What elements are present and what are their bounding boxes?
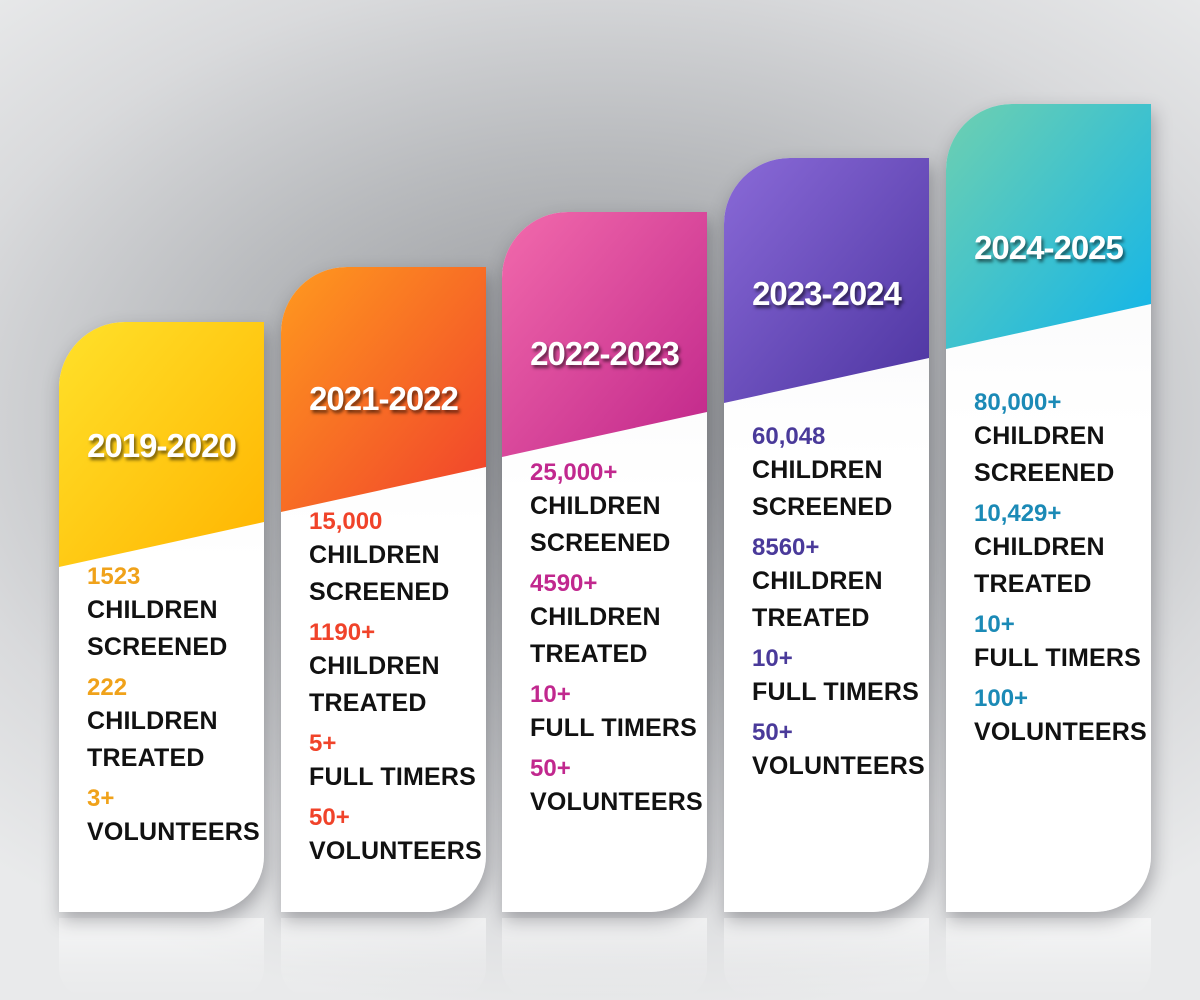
stat-value: 100+ <box>974 685 1029 712</box>
stat-item: 4590+ CHILDREN TREATED <box>530 569 701 673</box>
stat-value: 50+ <box>752 719 793 746</box>
stat-item: 80,000+ CHILDREN SCREENED <box>974 388 1145 492</box>
stat-value: 80,000+ <box>974 389 1062 416</box>
stat-item: 222 CHILDREN TREATED <box>87 673 258 777</box>
stat-item: 25,000+ CHILDREN SCREENED <box>530 458 701 562</box>
year-header-fill <box>946 104 1151 349</box>
stat-value: 25,000+ <box>530 459 618 486</box>
year-header-fill <box>281 267 486 512</box>
card-reflection <box>281 918 486 998</box>
year-header-fill <box>724 158 929 403</box>
stat-value: 60,048 <box>752 423 826 450</box>
stat-item: 3+ VOLUNTEERS <box>87 784 260 851</box>
stat-item: 5+ FULL TIMERS <box>309 729 480 796</box>
stat-value: 3+ <box>87 785 115 812</box>
stat-item: 10+ FULL TIMERS <box>752 644 923 711</box>
year-label: 2021-2022 <box>309 380 459 417</box>
year-label: 2024-2025 <box>974 229 1124 266</box>
card-reflection <box>946 918 1151 998</box>
stat-label: VOLUNTEERS <box>752 752 925 780</box>
stat-label: FULL TIMERS <box>974 644 1142 672</box>
stat-label: VOLUNTEERS <box>87 818 260 846</box>
stat-value: 222 <box>87 674 128 701</box>
year-label: 2019-2020 <box>87 427 237 464</box>
stat-value: 50+ <box>309 804 350 831</box>
year-header-fill <box>502 212 707 457</box>
stat-label: FULL TIMERS <box>309 763 477 791</box>
stats-list: 60,048 CHILDREN SCREENED 8560+ CHILDREN TRE… <box>752 422 925 792</box>
stat-label: CHILDREN TREATED <box>752 567 883 632</box>
stat-item: 60,048 CHILDREN SCREENED <box>752 422 923 526</box>
stat-label: CHILDREN TREATED <box>87 707 218 772</box>
card-reflection <box>59 918 264 998</box>
stat-value: 10,429+ <box>974 500 1062 527</box>
stat-label: CHILDREN TREATED <box>309 652 440 717</box>
stat-label: VOLUNTEERS <box>530 788 703 816</box>
year-card-2019-2020: 2019-2020 1523 CHILDREN SCREENED 222 CHILDRE… <box>59 322 264 912</box>
stat-value: 10+ <box>530 681 571 708</box>
stat-item: 8560+ CHILDREN TREATED <box>752 533 923 637</box>
stat-label: CHILDREN SCREENED <box>87 596 228 661</box>
stat-item: 10+ FULL TIMERS <box>974 610 1145 677</box>
year-label: 2023-2024 <box>752 275 902 312</box>
stats-list: 1523 CHILDREN SCREENED 222 CHILDREN TREATED… <box>87 562 260 858</box>
stat-value: 8560+ <box>752 534 820 561</box>
year-header-band <box>724 158 929 403</box>
stat-label: CHILDREN TREATED <box>530 603 661 668</box>
stat-value: 5+ <box>309 730 337 757</box>
stat-value: 1190+ <box>309 619 376 646</box>
stat-item: 100+ VOLUNTEERS <box>974 684 1147 751</box>
stat-label: CHILDREN SCREENED <box>530 492 671 557</box>
stat-value: 4590+ <box>530 570 598 597</box>
year-header-band <box>281 267 486 512</box>
stat-label: VOLUNTEERS <box>974 718 1147 746</box>
stat-item: 50+ VOLUNTEERS <box>752 718 925 785</box>
card-reflection <box>724 918 929 998</box>
year-card-2022-2023: 2022-2023 25,000+ CHILDREN SCREENED 4590+ CH… <box>502 212 707 912</box>
stat-label: CHILDREN SCREENED <box>752 456 893 521</box>
stat-label: CHILDREN TREATED <box>974 533 1105 598</box>
stat-value: 50+ <box>530 755 571 782</box>
stat-item: 10,429+ CHILDREN TREATED <box>974 499 1145 603</box>
year-card-2021-2022: 2021-2022 15,000 CHILDREN SCREENED 1190+ CHI… <box>281 267 486 912</box>
year-header-band <box>59 322 264 567</box>
stat-item: 50+ VOLUNTEERS <box>309 803 482 870</box>
stat-value: 15,000 <box>309 508 383 535</box>
year-header-fill <box>59 322 264 567</box>
stat-label: CHILDREN SCREENED <box>309 541 450 606</box>
stat-item: 1190+ CHILDREN TREATED <box>309 618 480 722</box>
stat-item: 10+ FULL TIMERS <box>530 680 701 747</box>
year-label: 2022-2023 <box>530 335 680 372</box>
stat-label: FULL TIMERS <box>752 678 920 706</box>
stat-value: 10+ <box>974 611 1015 638</box>
stat-label: VOLUNTEERS <box>309 837 482 865</box>
year-header-band <box>946 104 1151 349</box>
card-reflection <box>502 918 707 998</box>
stat-item: 15,000 CHILDREN SCREENED <box>309 507 480 611</box>
stat-item: 50+ VOLUNTEERS <box>530 754 703 821</box>
stats-list: 15,000 CHILDREN SCREENED 1190+ CHILDREN TRE… <box>309 507 482 877</box>
stat-item: 1523 CHILDREN SCREENED <box>87 562 258 666</box>
stat-label: FULL TIMERS <box>530 714 698 742</box>
year-card-2023-2024: 2023-2024 60,048 CHILDREN SCREENED 8560+ CHI… <box>724 158 929 912</box>
stat-label: CHILDREN SCREENED <box>974 422 1115 487</box>
stats-list: 25,000+ CHILDREN SCREENED 4590+ CHILDREN TR… <box>530 458 703 828</box>
year-card-2024-2025: 2024-2025 80,000+ CHILDREN SCREENED 10,429+… <box>946 104 1151 912</box>
stat-value: 10+ <box>752 645 793 672</box>
stat-value: 1523 <box>87 563 141 590</box>
stats-list: 80,000+ CHILDREN SCREENED 10,429+ CHILDREN … <box>974 388 1147 758</box>
year-header-band <box>502 212 707 457</box>
